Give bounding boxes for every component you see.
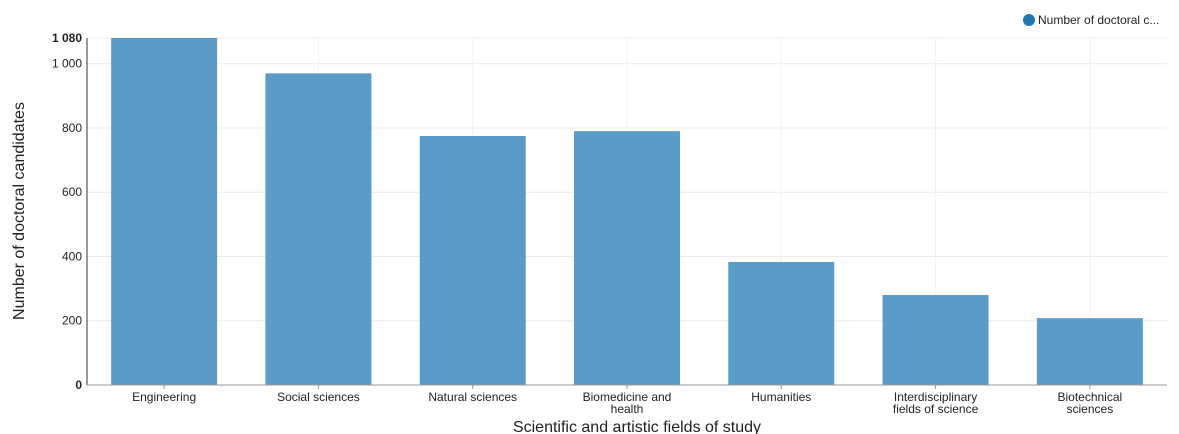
- x-tick-label: sciences: [1067, 402, 1114, 416]
- legend-label: Number of doctoral c...: [1038, 13, 1160, 27]
- y-axis-title: Number of doctoral candidates: [11, 102, 28, 320]
- x-tick-label: Humanities: [751, 390, 811, 404]
- y-tick-label: 200: [62, 314, 82, 328]
- bar[interactable]: [574, 131, 680, 385]
- y-tick-label: 600: [62, 185, 82, 199]
- bar[interactable]: [265, 73, 372, 385]
- bar[interactable]: [882, 295, 989, 385]
- x-axis-title: Scientific and artistic fields of study: [513, 419, 761, 434]
- legend[interactable]: Number of doctoral c...: [1023, 13, 1159, 27]
- y-tick-label: 400: [62, 249, 82, 263]
- bar[interactable]: [111, 38, 218, 385]
- bars: [111, 38, 1143, 385]
- x-tick-label: Engineering: [132, 390, 196, 404]
- x-tick-label: Social sciences: [277, 390, 360, 404]
- axes: 0 200 400 600 800 1 000 1 080 Engineering Social…: [52, 31, 1167, 416]
- bar[interactable]: [419, 135, 526, 385]
- x-tick-label: Interdisciplinary: [894, 390, 977, 404]
- x-tick-label: health: [611, 402, 644, 416]
- y-tick-label: 0: [75, 378, 82, 392]
- y-tick-label: 1 000: [52, 57, 82, 71]
- x-tick-label: Natural sciences: [428, 390, 517, 404]
- x-tick-label: fields of science: [893, 402, 979, 416]
- y-tick-label: 1 080: [52, 31, 82, 45]
- bar[interactable]: [728, 261, 835, 385]
- bar[interactable]: [1036, 318, 1143, 385]
- legend-marker-icon: [1023, 14, 1035, 26]
- x-tick-label: Biomedicine and: [583, 390, 672, 404]
- x-tick-label: Biotechnical: [1057, 390, 1122, 404]
- y-tick-label: 800: [62, 121, 82, 135]
